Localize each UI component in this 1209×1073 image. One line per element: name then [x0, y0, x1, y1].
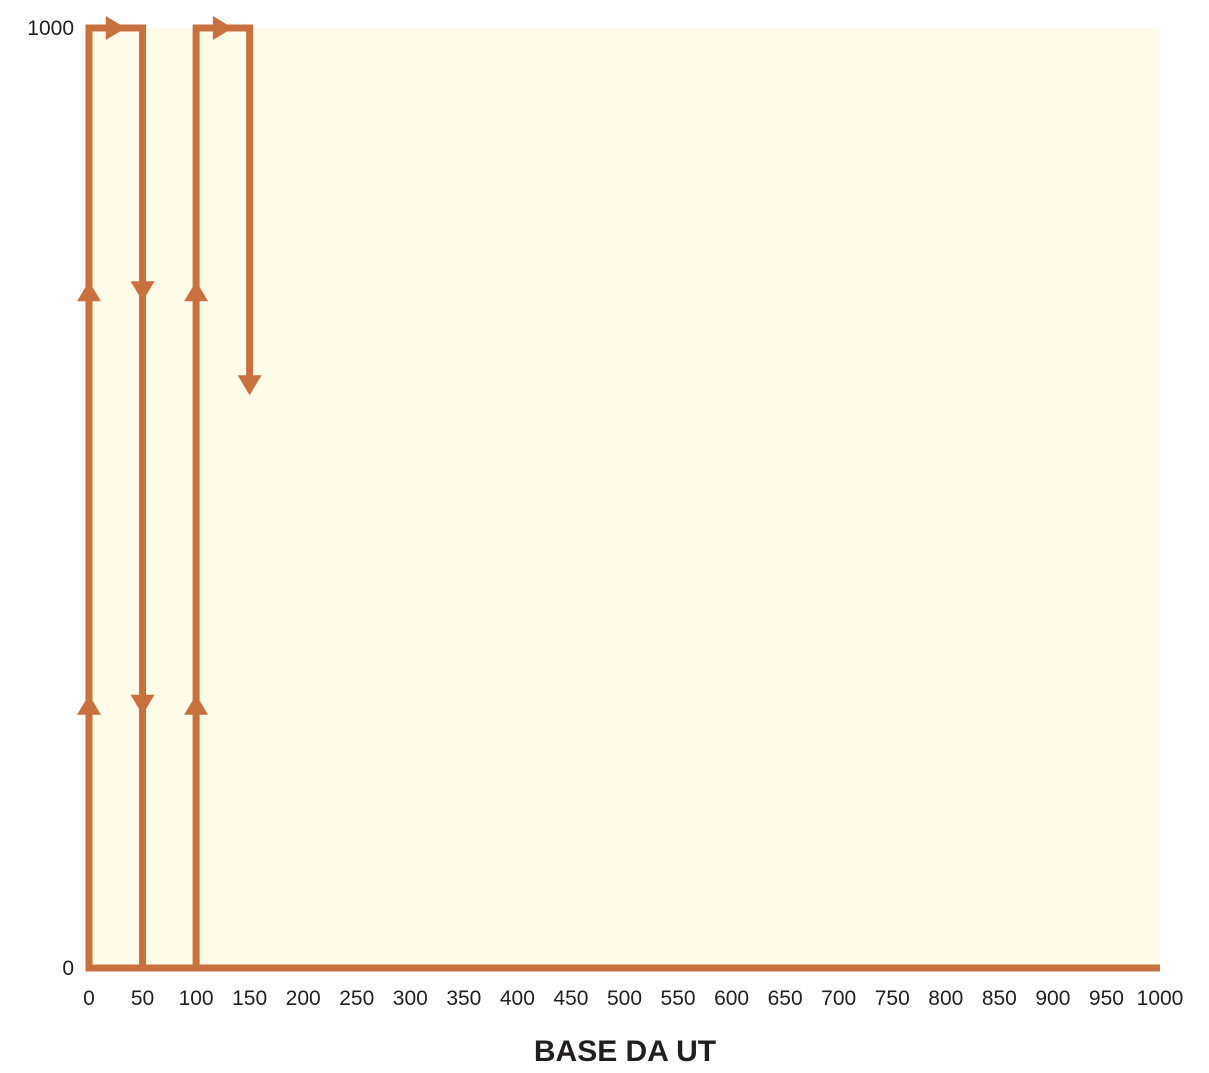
x-tick-label: 50: [131, 987, 154, 1010]
arrowhead-right-icon: [105, 16, 126, 40]
arrow-layer: [77, 16, 262, 715]
plot-area: [89, 28, 1160, 968]
x-axis-title: BASE DA UT: [534, 1035, 716, 1068]
arrowhead-down-icon: [130, 694, 155, 715]
x-tick-label: 550: [661, 987, 696, 1010]
arrowhead-down-icon: [237, 375, 262, 396]
x-tick-label: 100: [179, 987, 214, 1010]
x-tick-label: 350: [446, 987, 481, 1010]
y-axis-ticks: 0 1000: [27, 17, 74, 980]
x-axis-ticks: 0 50 100 150 200 250 300 350 400 450 500 550 600 650 7…: [83, 987, 1183, 1010]
x-tick-label: 150: [232, 987, 267, 1010]
x-tick-label: 250: [339, 987, 374, 1010]
arrowhead-up-icon: [184, 281, 209, 302]
x-tick-label: 850: [982, 987, 1017, 1010]
arrowhead-down-icon: [130, 281, 155, 302]
x-tick-label: 450: [553, 987, 588, 1010]
arrowhead-up-icon: [77, 281, 101, 302]
x-tick-label: 300: [393, 987, 428, 1010]
x-tick-label: 200: [286, 987, 321, 1010]
x-tick-label: 950: [1089, 987, 1124, 1010]
x-tick-label: 400: [500, 987, 535, 1010]
arrowhead-up-icon: [77, 694, 101, 715]
x-tick-label: 700: [821, 987, 856, 1010]
x-tick-label: 800: [928, 987, 963, 1010]
arrowhead-up-icon: [184, 694, 209, 715]
x-tick-label: 750: [875, 987, 910, 1010]
y-tick-label: 1000: [27, 17, 74, 40]
arrowhead-right-icon: [212, 16, 233, 40]
x-tick-label: 650: [768, 987, 803, 1010]
x-tick-label: 0: [83, 987, 95, 1010]
x-tick-label: 600: [714, 987, 749, 1010]
x-tick-label: 500: [607, 987, 642, 1010]
x-tick-label: 1000: [1137, 987, 1184, 1010]
y-tick-label: 0: [62, 957, 74, 980]
x-tick-label: 900: [1035, 987, 1070, 1010]
